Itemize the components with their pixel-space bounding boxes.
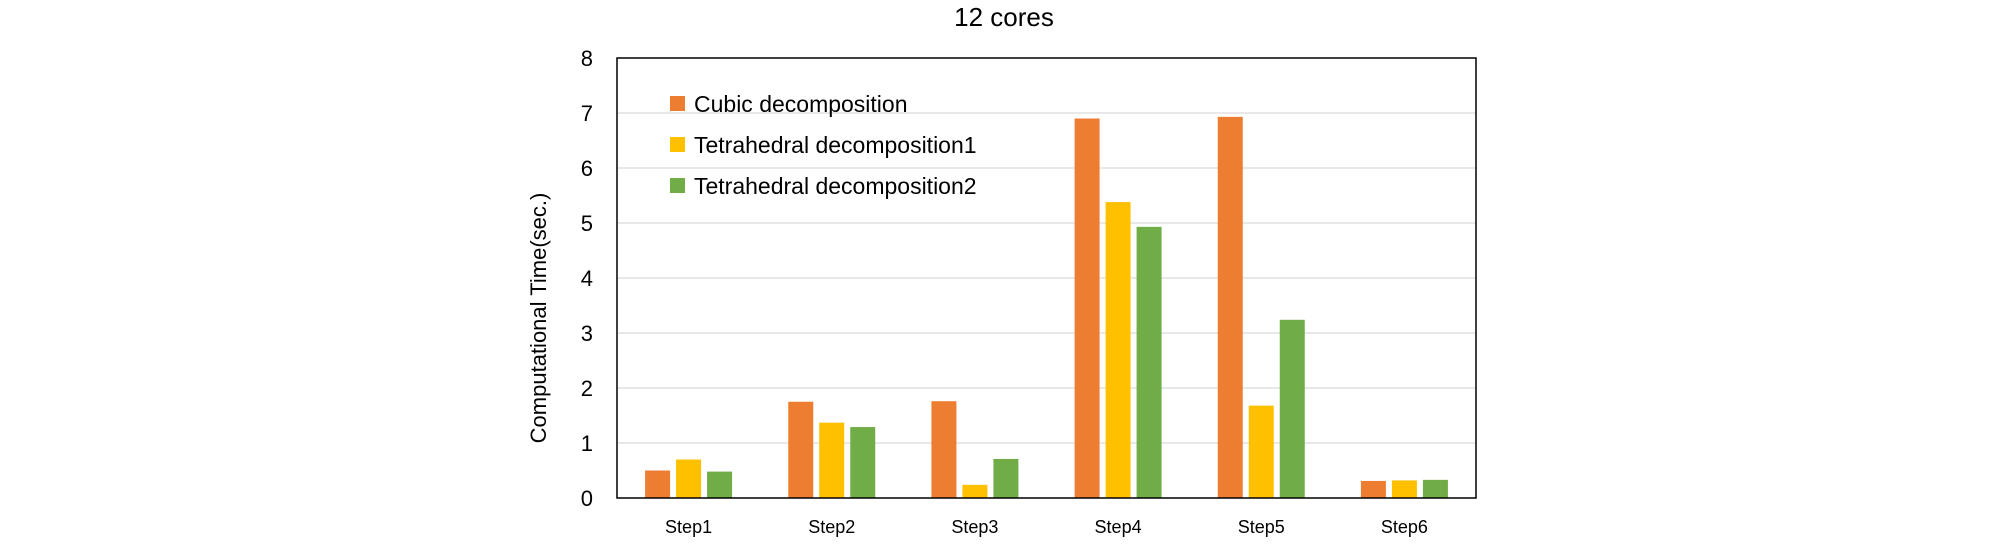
bar-step3-series-3: [993, 458, 1019, 498]
bar-step6-series-2: [1391, 480, 1417, 498]
gridlines: [617, 112, 1476, 444]
legend-label: Cubic decomposition: [694, 91, 908, 117]
legend-swatch: [670, 178, 685, 193]
bar-step3-series-2: [962, 484, 988, 498]
bar-step5-series-3: [1279, 319, 1305, 498]
y-tick-label: 8: [581, 46, 593, 71]
y-tick-label: 3: [581, 321, 593, 346]
bar-step2-series-2: [819, 422, 845, 498]
legend-label: Tetrahedral decomposition1: [694, 132, 977, 158]
y-tick-label: 7: [581, 101, 593, 126]
bar-step5-series-2: [1248, 405, 1274, 498]
bars: [645, 116, 1448, 498]
bar-step4-series-1: [1074, 118, 1100, 498]
x-category-label: Step2: [808, 517, 855, 537]
x-axis-categories: Step1 Step2 Step3 Step4 Step5 Step6: [665, 517, 1428, 537]
bar-step4-series-3: [1136, 226, 1162, 498]
y-tick-label: 2: [581, 376, 593, 401]
y-tick-label: 4: [581, 266, 593, 291]
legend-swatch: [670, 96, 685, 111]
bar-step2-series-1: [788, 401, 814, 498]
x-category-label: Step1: [665, 517, 712, 537]
bar-step3-series-1: [931, 401, 957, 498]
y-tick-label: 5: [581, 211, 593, 236]
x-category-label: Step4: [1095, 517, 1142, 537]
bar-step6-series-1: [1360, 480, 1386, 498]
y-tick-label: 0: [581, 486, 593, 511]
x-category-label: Step5: [1238, 517, 1285, 537]
bar-step1-series-1: [645, 470, 671, 498]
bar-step5-series-1: [1217, 116, 1243, 498]
y-axis-title: Computational Time(sec.): [526, 193, 551, 444]
legend-swatch: [670, 137, 685, 152]
bar-step2-series-3: [850, 427, 876, 498]
chart-title: 12 cores: [954, 2, 1054, 32]
x-category-label: Step6: [1381, 517, 1428, 537]
y-axis-ticks: 0 1 2 3 4 5 6 7 8: [581, 46, 593, 511]
bar-step1-series-3: [707, 471, 733, 498]
plot-area-border: [616, 57, 1477, 499]
y-tick-label: 1: [581, 431, 593, 456]
legend: Cubic decomposition Tetrahedral decomposi…: [670, 91, 977, 199]
x-category-label: Step3: [951, 517, 998, 537]
bar-step1-series-2: [676, 459, 702, 498]
legend-label: Tetrahedral decomposition2: [694, 173, 977, 199]
bar-step6-series-3: [1422, 479, 1448, 498]
y-tick-label: 6: [581, 156, 593, 181]
bar-step4-series-2: [1105, 202, 1131, 498]
